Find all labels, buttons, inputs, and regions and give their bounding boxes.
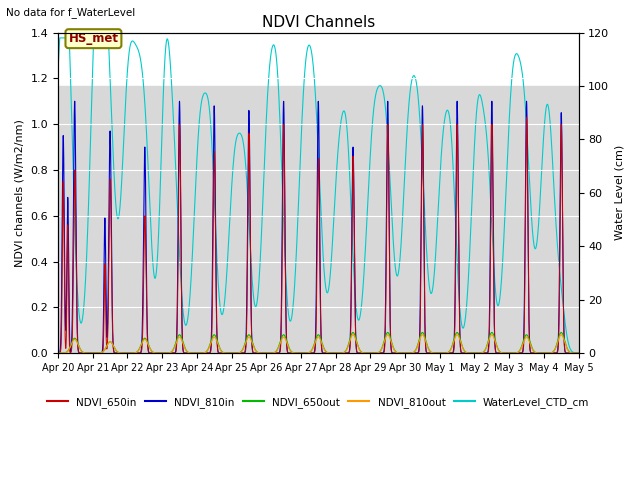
Bar [58,86,579,353]
Y-axis label: NDVI channels (W/m2/nm): NDVI channels (W/m2/nm) [15,119,25,267]
Legend: NDVI_650in, NDVI_810in, NDVI_650out, NDVI_810out, WaterLevel_CTD_cm: NDVI_650in, NDVI_810in, NDVI_650out, NDV… [43,393,593,412]
Text: No data for f_WaterLevel: No data for f_WaterLevel [6,7,136,18]
Y-axis label: Water Level (cm): Water Level (cm) [615,145,625,240]
Title: NDVI Channels: NDVI Channels [262,15,375,30]
Text: HS_met: HS_met [68,32,118,45]
